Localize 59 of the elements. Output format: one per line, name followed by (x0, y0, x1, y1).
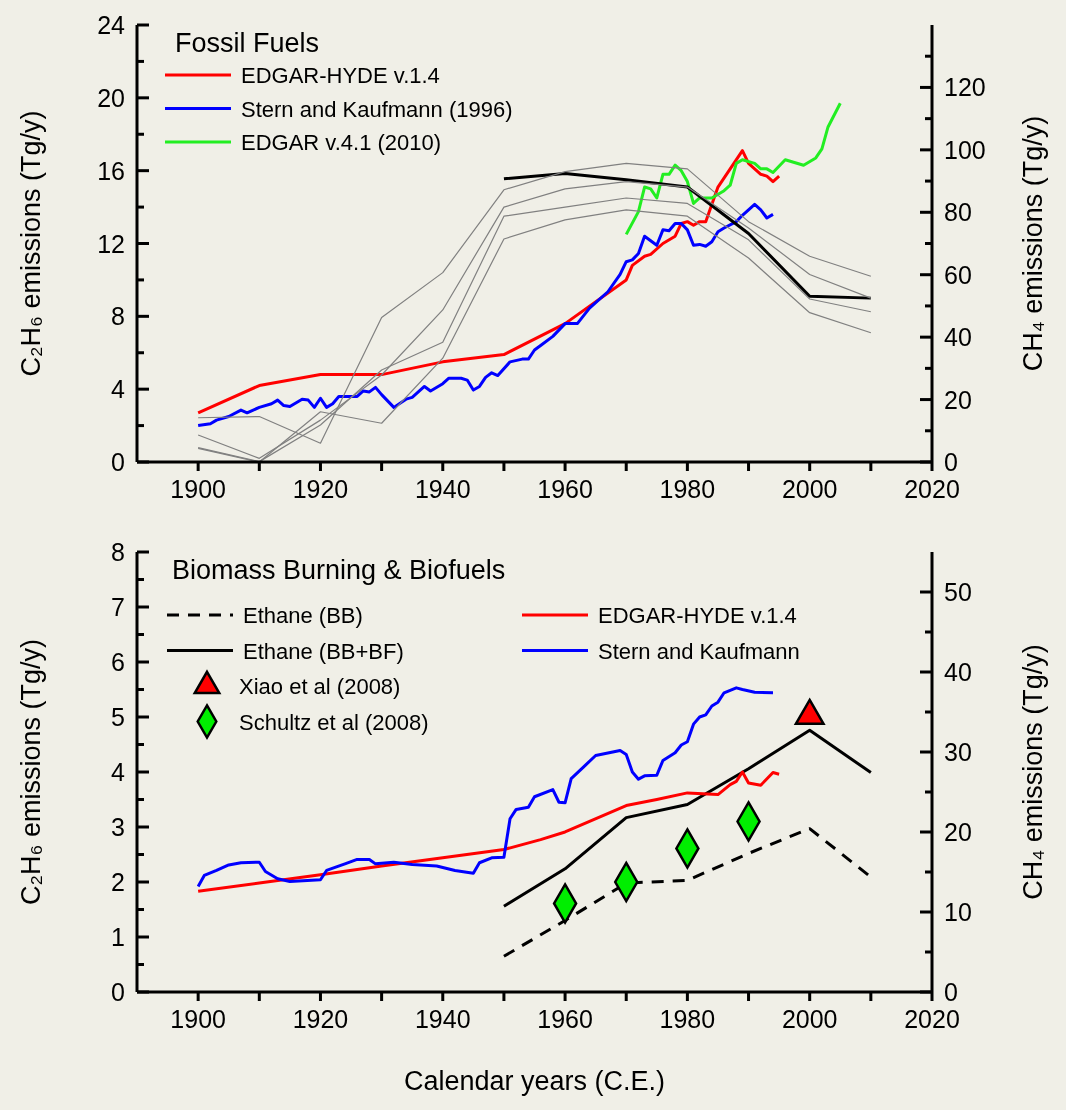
x-tick-label: 2020 (904, 1005, 960, 1033)
legend-label: Ethane (BB+BF) (243, 638, 404, 664)
y2-tick-label: 10 (944, 898, 972, 926)
x-tick-label: 1980 (659, 1005, 716, 1033)
y-tick-label: 16 (97, 156, 125, 185)
x-tick-label: 2000 (781, 475, 838, 503)
y-tick-label: 0 (111, 978, 125, 1006)
y2-tick-label: 0 (944, 978, 958, 1006)
x-tick-label: 1900 (170, 1005, 226, 1033)
x-tick-label: 1980 (659, 475, 716, 503)
chart-title: Biomass Burning & Biofuels (172, 555, 506, 585)
legend-label: Xiao et al (2008) (239, 674, 401, 699)
y-tick-label: 7 (111, 593, 125, 621)
x-tick-label: 1960 (537, 475, 593, 503)
y2-axis-title: CH₄ emissions (Tg/y) (1018, 644, 1048, 900)
y2-tick-label: 100 (944, 135, 986, 164)
y-axis-title: C₂H₆ emissions (Tg/y) (16, 639, 46, 905)
y-tick-label: 12 (97, 229, 125, 258)
chart-title: Fossil Fuels (175, 28, 320, 58)
y-tick-label: 6 (111, 648, 125, 676)
y-tick-label: 8 (111, 302, 125, 331)
y2-tick-label: 40 (944, 323, 972, 352)
y-tick-label: 4 (111, 375, 126, 404)
y-tick-label: 8 (111, 538, 125, 566)
y2-tick-label: 20 (944, 385, 972, 414)
legend-label: Schultz et al (2008) (239, 709, 429, 735)
y2-tick-label: 40 (944, 658, 972, 686)
y2-tick-label: 0 (944, 448, 958, 476)
y2-tick-label: 60 (944, 260, 972, 289)
y2-tick-label: 80 (944, 198, 972, 227)
y-tick-label: 5 (111, 703, 125, 731)
y-tick-label: 20 (97, 83, 125, 112)
x-tick-label: 1940 (414, 475, 471, 503)
y-tick-label: 3 (111, 813, 125, 841)
x-tick-label: 1920 (292, 1005, 349, 1033)
x-axis-title: Calendar years (C.E.) (403, 1066, 666, 1096)
legend-label: EDGAR-HYDE v.1.4 (241, 63, 440, 88)
legend-label: EDGAR-HYDE v.1.4 (598, 603, 797, 628)
legend-label: Ethane (BB) (243, 603, 363, 628)
y-tick-label: 24 (97, 11, 126, 39)
y-tick-label: 2 (111, 868, 125, 896)
x-tick-label: 2000 (781, 1005, 838, 1033)
x-tick-label: 1900 (170, 475, 226, 503)
y-tick-label: 0 (111, 448, 125, 476)
y-tick-label: 1 (111, 923, 125, 951)
y2-tick-label: 20 (944, 818, 972, 846)
y-tick-label: 4 (111, 758, 126, 786)
x-tick-label: 2020 (904, 475, 960, 503)
y2-axis-title: CH₄ emissions (Tg/y) (1018, 115, 1048, 372)
x-tick-label: 1960 (537, 1005, 593, 1033)
legend-label: EDGAR v.4.1 (2010) (241, 130, 442, 155)
legend-label: Stern and Kaufmann (1996) (241, 96, 513, 122)
legend-label: Stern and Kaufmann (598, 638, 800, 664)
y2-tick-label: 120 (944, 73, 986, 102)
y2-tick-label: 50 (944, 578, 972, 606)
y-axis-title: C₂H₆ emissions (Tg/y) (16, 110, 46, 377)
x-tick-label: 1920 (292, 475, 349, 503)
x-tick-label: 1940 (414, 1005, 471, 1033)
y2-tick-label: 30 (944, 738, 972, 766)
